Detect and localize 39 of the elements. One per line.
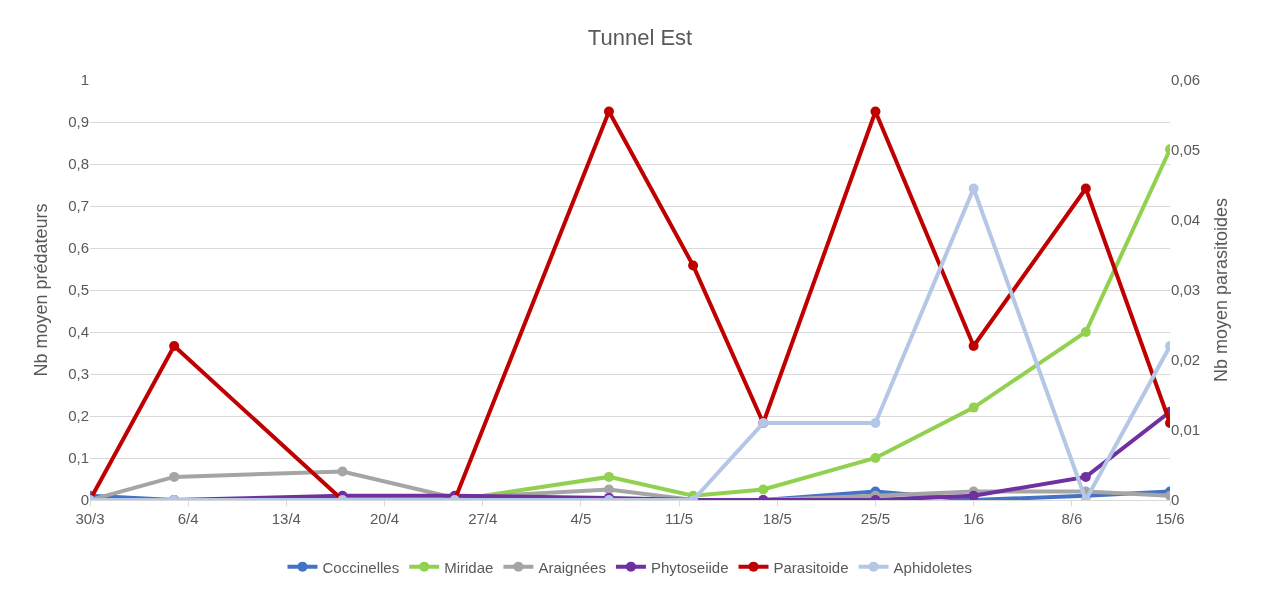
y-tick-label: 0 — [80, 491, 89, 509]
y2-tick-label: 0,01 — [1171, 421, 1201, 439]
y-tick-label: 0,1 — [68, 449, 89, 467]
y2-axis-title: Nb moyen parasitoides — [1211, 197, 1232, 383]
y-tick-label: 1 — [80, 71, 89, 89]
y-tick-label: 0,5 — [68, 281, 89, 299]
x-tick-label: 6/4 — [177, 510, 199, 527]
y2-tick-label: 0,03 — [1171, 281, 1201, 299]
y-tick-label: 0,7 — [68, 197, 89, 215]
legend-label: Coccinelles — [322, 558, 400, 576]
x-tick-label: 25/5 — [860, 510, 891, 527]
x-tick-label: 30/3 — [75, 510, 105, 527]
y2-tick-label: 0,06 — [1171, 71, 1201, 89]
y-tick-label: 0,4 — [68, 323, 89, 341]
legend-label: Aphidoletes — [893, 558, 972, 576]
y-tick-label: 0,6 — [68, 239, 89, 257]
y-tick-label: 0,8 — [68, 155, 89, 173]
legend-label: Phytoseiide — [650, 558, 729, 576]
x-tick-label: 18/5 — [762, 510, 792, 527]
x-tick-label: 11/5 — [665, 510, 694, 527]
legend-label: Parasitoide — [773, 558, 849, 576]
x-tick-label: 4/5 — [570, 510, 592, 527]
x-tick-label: 1/6 — [963, 510, 985, 527]
y-tick-label: 0,9 — [68, 113, 89, 131]
y2-tick-label: 0,04 — [1171, 211, 1201, 229]
x-tick-label: 20/4 — [369, 510, 400, 527]
y-tick-label: 0,2 — [68, 407, 89, 425]
x-tick-label: 13/4 — [271, 510, 301, 527]
y-tick-label: 0,3 — [68, 365, 89, 383]
y2-tick-label: 0,02 — [1171, 351, 1201, 369]
x-tick-label: 27/4 — [468, 510, 498, 527]
y2-tick-label: 0,05 — [1171, 141, 1201, 159]
x-tick-label: 15/6 — [1155, 510, 1185, 527]
y-axis-title: Nb moyen prédateurs — [31, 203, 52, 377]
x-tick-label: 8/6 — [1061, 510, 1083, 527]
legend-label: Araignées — [538, 558, 606, 576]
legend-label: Miridae — [444, 558, 494, 576]
chart-title: Tunnel Est — [587, 25, 693, 51]
y2-tick-label: 0 — [1171, 491, 1180, 509]
